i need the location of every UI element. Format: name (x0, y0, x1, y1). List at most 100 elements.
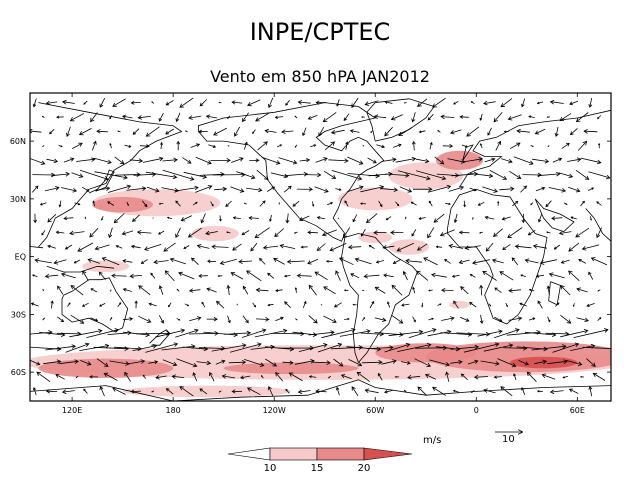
lat-label-eq: EQ (15, 253, 26, 262)
wind-vector (32, 274, 38, 277)
wind-vector (427, 227, 435, 239)
wind-vector (560, 285, 571, 296)
wind-vector (576, 287, 588, 293)
wind-vector (512, 200, 519, 207)
wind-vector (349, 129, 360, 133)
wind-vector (316, 216, 326, 220)
wind-vector (49, 129, 55, 135)
wind-vector (520, 185, 527, 193)
wind-vector (234, 126, 241, 137)
wind-vector (343, 113, 350, 122)
wind-vector (300, 245, 308, 249)
wind-vector (51, 171, 70, 177)
wind-vector (124, 144, 132, 148)
wind-vector (354, 257, 372, 265)
wind-vector (36, 371, 51, 383)
wind-vector (247, 387, 261, 396)
lon-label-60e: 60E (570, 406, 585, 415)
wind-vector (109, 115, 113, 120)
wind-vector (146, 171, 178, 180)
wind-vector (531, 344, 567, 351)
wind-vector (463, 157, 483, 163)
wind-vector (296, 186, 313, 192)
wind-vector (182, 157, 192, 164)
wind-vector (421, 302, 424, 308)
wind-vector (333, 302, 342, 308)
wind-vector (278, 202, 280, 205)
wind-vector (103, 372, 118, 381)
wind-vector (361, 289, 365, 292)
wind-vector (41, 230, 46, 236)
wind-vector (432, 97, 446, 108)
wind-vector (188, 288, 201, 293)
wind-vector (445, 202, 451, 206)
wind-vectors (30, 97, 611, 397)
wind-vector (411, 229, 417, 237)
wind-vector (562, 375, 569, 379)
coastline-segment (30, 379, 611, 401)
wind-vector (148, 360, 159, 365)
wind-vector (494, 328, 520, 339)
wind-vector (460, 316, 470, 322)
wind-vector (162, 169, 195, 181)
wind-vector (560, 328, 589, 338)
wind-vector (126, 201, 129, 207)
wind-vector (136, 229, 152, 235)
wind-vector (327, 202, 334, 206)
wind-vector (554, 126, 559, 137)
wind-vector (255, 112, 270, 122)
wind-vector (537, 171, 561, 177)
wind-vector (252, 302, 256, 308)
wind-vector (492, 228, 503, 237)
wind-vector (381, 359, 397, 365)
wind-vector (255, 316, 270, 322)
wind-vector (53, 259, 67, 265)
wind-vector (429, 141, 433, 150)
wind-vector (495, 140, 502, 151)
wind-vector (539, 259, 557, 265)
wind-vector (558, 230, 572, 236)
wind-vector (356, 371, 370, 382)
wind-vector (45, 344, 77, 351)
wind-vector (383, 273, 394, 278)
wind-vector (265, 358, 278, 367)
wind-vector (394, 375, 399, 378)
wind-vector (453, 300, 459, 309)
coastline-segment (585, 208, 611, 242)
wind-vector (578, 259, 587, 264)
wind-vector (507, 114, 522, 121)
wind-vector (388, 329, 424, 337)
wind-vector (215, 359, 226, 365)
wind-vector (95, 186, 111, 191)
wind-vector (491, 258, 504, 264)
wind-vector (278, 157, 298, 165)
wind-vector (130, 100, 141, 105)
wind-vector (568, 186, 581, 193)
wind-vector (241, 230, 250, 236)
wind-vector (321, 328, 356, 339)
wind-vector (453, 100, 459, 105)
wind-vector (284, 171, 309, 177)
wind-vector (168, 302, 172, 308)
wind-vector (392, 259, 402, 264)
wind-vector (294, 359, 315, 365)
wind-vector (597, 317, 602, 321)
wind-vector (463, 200, 466, 208)
wind-vector (427, 184, 452, 193)
wind-vector (160, 141, 163, 150)
wind-vector (552, 157, 563, 163)
wind-vector (176, 358, 198, 368)
wind-vector (401, 361, 411, 365)
wind-vector (395, 156, 417, 163)
wind-vector (184, 303, 190, 307)
wind-vector (225, 200, 232, 207)
wind-vector (240, 375, 251, 380)
wind-vector (122, 288, 132, 292)
lon-label-120e: 120E (62, 406, 82, 415)
wind-vector (450, 129, 462, 135)
wind-vector (87, 258, 101, 264)
wind-vector (559, 113, 572, 122)
wind-vector (148, 302, 157, 307)
wind-vector (192, 372, 198, 382)
wind-vector (214, 186, 228, 192)
